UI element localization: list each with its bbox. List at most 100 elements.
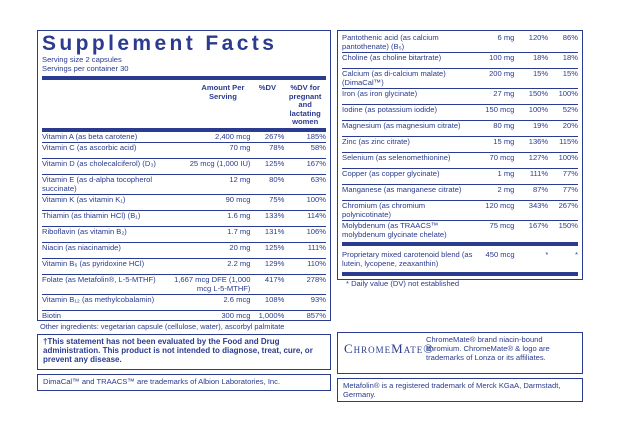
col-amount: Amount Per Serving: [201, 83, 245, 101]
blend-row: Proprietary mixed carotenoid blend (as l…: [342, 246, 578, 272]
dv-pregnant: 93%: [284, 294, 326, 311]
title: Supplement Facts: [42, 32, 278, 55]
dv-pregnant: 52%: [548, 104, 578, 121]
amount: 2.6 mcg: [165, 294, 251, 311]
rule: [342, 272, 578, 276]
nutrient-row: Riboflavin (as vitamin B₂) 1.7 mg 131% 106%: [42, 226, 326, 243]
nutrient: Chromium (as chromium polynicotinate): [342, 200, 473, 221]
right-panel: Pantothenic acid (as calcium pantothenat…: [337, 30, 583, 288]
dv-pregnant: *: [575, 250, 578, 259]
dv-pregnant: 15%: [548, 68, 578, 89]
dv: 127%: [514, 152, 549, 169]
nutrient: Molybdenum (as TRAACS™ molybdenum glycin…: [342, 220, 473, 240]
serving-size: Serving size 2 capsules: [42, 55, 122, 64]
dv: 111%: [514, 168, 549, 185]
dv: 19%: [514, 120, 549, 137]
nutrient: Riboflavin (as vitamin B₂): [42, 226, 166, 243]
nutrient: Iodine (as potassium iodide): [342, 104, 473, 121]
nutrient-row: Biotin 300 mcg 1,000% 857%: [42, 310, 326, 326]
disclaimer: †This statement has not been evaluated b…: [37, 334, 331, 370]
dv: 167%: [514, 220, 549, 240]
nutrient: Manganese (as manganese citrate): [342, 184, 473, 201]
dv-pregnant: 58%: [284, 142, 326, 159]
nutrient-row: Vitamin D (as cholecalciferol) (D₃) 25 mc…: [42, 158, 326, 175]
nutrient-row: Niacin (as niacinamide) 20 mg 125% 111%: [42, 242, 326, 259]
nutrient-row: Folate (as Metafolin®, L-5-MTHF) 1,667 mc…: [42, 274, 326, 295]
amount: 200 mg: [472, 68, 515, 89]
nutrient-row: Selenium (as selenomethionine) 70 mcg 127%…: [342, 152, 578, 169]
right-table: Pantothenic acid (as calcium pantothenat…: [342, 33, 578, 240]
nutrient: Copper (as copper glycinate): [342, 168, 473, 185]
dv-pregnant: 63%: [284, 174, 326, 195]
amount: 20 mg: [165, 242, 251, 259]
amount: 1.6 mg: [165, 210, 251, 227]
nutrient-row: Vitamin C (as ascorbic acid) 70 mg 78% 58%: [42, 142, 326, 159]
dv-pregnant: 267%: [548, 200, 578, 221]
dv-pregnant: 185%: [306, 131, 326, 141]
dv-pregnant: 100%: [548, 88, 578, 105]
dv-pregnant: 20%: [548, 120, 578, 137]
nutrient-row: Iodine (as potassium iodide) 150 mcg 100% 5…: [342, 104, 578, 121]
dv: 18%: [514, 52, 549, 69]
amount: 15 mg: [472, 136, 515, 153]
nutrient: Selenium (as selenomethionine): [342, 152, 473, 169]
dv-pregnant: 106%: [284, 226, 326, 243]
nutrient-row: Vitamin K (as vitamin K₁) 90 mcg 75% 100%: [42, 194, 326, 211]
dv: 15%: [514, 68, 549, 89]
amount: 2 mg: [472, 184, 515, 201]
nutrient: Iron (as iron glycinate): [342, 88, 473, 105]
dv: 267%: [264, 131, 285, 141]
nutrient: Proprietary mixed carotenoid blend (as l…: [342, 250, 473, 268]
footnote: * Daily value (DV) not established: [346, 279, 460, 288]
nutrient-row: Iron (as iron glycinate) 27 mg 150% 100%: [342, 88, 578, 105]
nutrient-row: Calcium (as di-calcium malate) (DimaCal™…: [342, 68, 578, 89]
chromemate-logo: ChromeMate®: [344, 341, 435, 356]
nutrient-row: Zinc (as zinc citrate) 15 mg 136% 115%: [342, 136, 578, 153]
dv-pregnant: 114%: [284, 210, 326, 227]
dv-pregnant: 77%: [548, 184, 578, 201]
nutrient-row: Magnesium (as magnesium citrate) 80 mg 19%…: [342, 120, 578, 137]
amount: 1 mg: [472, 168, 515, 185]
amount: 75 mcg: [472, 220, 515, 240]
amount: 1.7 mg: [165, 226, 251, 243]
column-header: Amount Per Serving %DV %DV for pregnant …: [42, 80, 326, 128]
amount: 300 mcg: [165, 310, 251, 326]
nutrient-row: Vitamin B₁₂ (as methylcobalamin) 2.6 mcg 1…: [42, 294, 326, 311]
dv: 125%: [250, 158, 285, 175]
dv-pregnant: 100%: [284, 194, 326, 211]
dv: 343%: [514, 200, 549, 221]
amount: 6 mg: [497, 33, 515, 42]
nutrient-row: Choline (as choline bitartrate) 100 mg 18%…: [342, 52, 578, 69]
rule: [342, 242, 578, 246]
nutrient-row: Manganese (as manganese citrate) 2 mg 87% 7…: [342, 184, 578, 201]
amount: 100 mg: [472, 52, 515, 69]
nutrient: Vitamin C (as ascorbic acid): [42, 142, 166, 159]
amount: 70 mg: [165, 142, 251, 159]
amount: 1,667 mcg DFE (1,000 mcg L-5-MTHF): [165, 274, 251, 295]
dv: 80%: [250, 174, 285, 195]
dv-pregnant: 77%: [548, 168, 578, 185]
nutrient: Vitamin B₆ (as pyridoxine HCl): [42, 258, 166, 275]
col-dv2: %DV for pregnant and lactating women: [288, 83, 322, 126]
nutrient-row: Vitamin B₆ (as pyridoxine HCl) 2.2 mg 129%…: [42, 258, 326, 275]
nutrient: Biotin: [42, 310, 166, 326]
dv: 129%: [250, 258, 285, 275]
dv: 87%: [514, 184, 549, 201]
nutrient-row: Chromium (as chromium polynicotinate) 120…: [342, 200, 578, 221]
other-ingredients: Other ingredients: vegetarian capsule (c…: [40, 322, 285, 331]
nutrient-row: Pantothenic acid (as calcium pantothenat…: [342, 33, 578, 53]
nutrient: Magnesium (as magnesium citrate): [342, 120, 473, 137]
nutrient: Thiamin (as thiamin HCl) (B₁): [42, 210, 166, 227]
dv: 108%: [250, 294, 285, 311]
dv-pregnant: 857%: [284, 310, 326, 326]
dv-pregnant: 115%: [548, 136, 578, 153]
nutrient-row: Vitamin A (as beta carotene) 2,400 mcg 267…: [42, 132, 326, 143]
nutrient-row: Vitamin E (as d-alpha tocopherol succina…: [42, 174, 326, 195]
nutrient: Folate (as Metafolin®, L-5-MTHF): [42, 274, 166, 295]
chromemate-text: ChromeMate® brand niacin-bound chromium.…: [426, 335, 550, 362]
dv: 120%: [528, 33, 549, 42]
dv-pregnant: 86%: [562, 33, 578, 42]
amount: 25 mcg (1,000 IU): [165, 158, 251, 175]
dv: 136%: [514, 136, 549, 153]
col-dv: %DV: [258, 83, 277, 92]
